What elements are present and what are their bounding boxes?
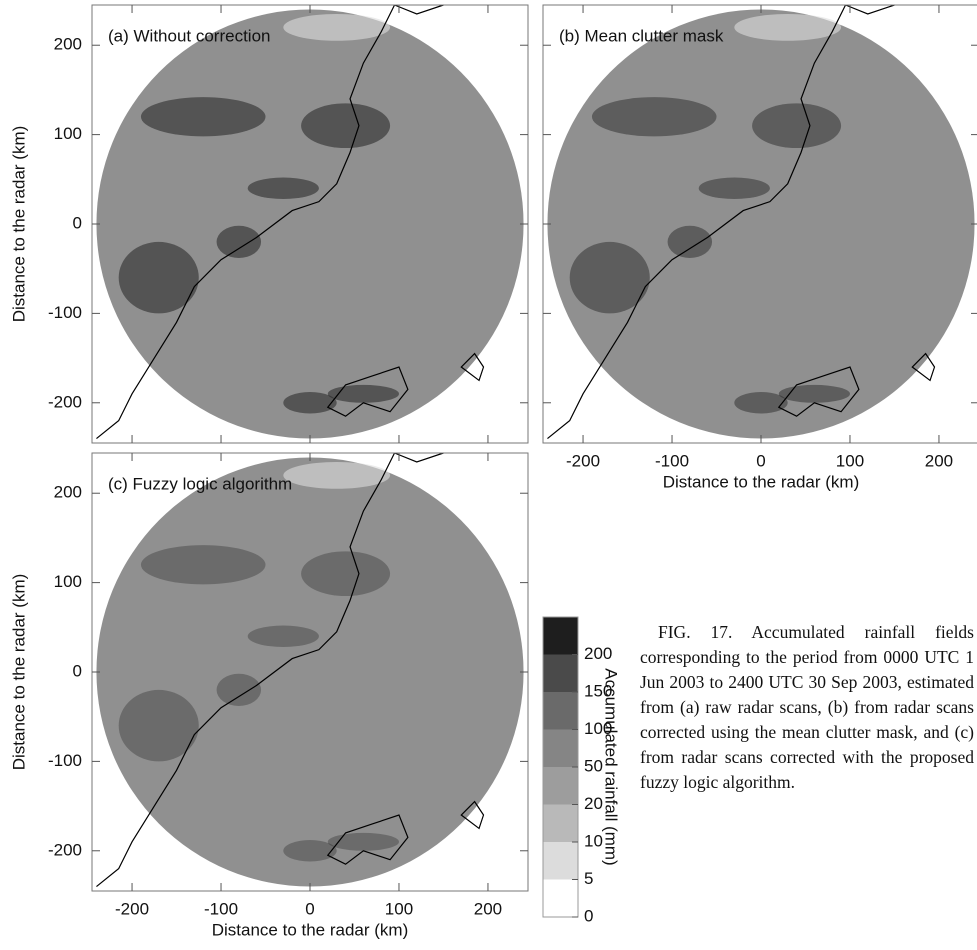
y-tick-label: 0 xyxy=(73,661,82,680)
colorbar-tick-label: 20 xyxy=(584,794,603,813)
y-tick-label: 200 xyxy=(54,35,82,54)
colorbar-box xyxy=(543,805,578,843)
caption-label: FIG. 17. xyxy=(658,622,732,642)
colorbar-tick-label: 10 xyxy=(584,831,603,850)
rain-area xyxy=(141,545,266,584)
coastline xyxy=(395,453,444,462)
y-axis-label: Distance to the radar (km) xyxy=(9,126,28,323)
coastline xyxy=(846,5,895,14)
colorbar-box xyxy=(543,617,578,655)
rain-area xyxy=(699,178,770,199)
radar-field xyxy=(547,9,974,438)
page: (a) Without correction-200-1000100200Dis… xyxy=(0,0,977,945)
colorbar-box xyxy=(543,692,578,730)
x-tick-label: -100 xyxy=(655,451,689,470)
colorbar-box xyxy=(543,842,578,880)
panel-label: (b) Mean clutter mask xyxy=(559,26,724,45)
x-axis-label: Distance to the radar (km) xyxy=(663,472,860,491)
y-tick-label: -200 xyxy=(48,392,82,411)
radar-map xyxy=(96,453,523,887)
colorbar-tick-label: 0 xyxy=(584,906,593,925)
x-tick-label: 200 xyxy=(474,899,502,918)
colorbar-tick-label: 50 xyxy=(584,756,603,775)
rain-area xyxy=(248,178,319,199)
rain-area xyxy=(668,226,712,258)
colorbar-tick-label: 5 xyxy=(584,869,593,888)
y-tick-label: -200 xyxy=(48,840,82,859)
x-tick-label: -200 xyxy=(115,899,149,918)
light-area xyxy=(734,14,841,41)
rain-area xyxy=(301,551,390,596)
rain-area xyxy=(141,97,266,136)
rain-area xyxy=(752,103,841,148)
x-tick-label: 100 xyxy=(385,899,413,918)
colorbar-tick-label: 200 xyxy=(584,644,612,663)
coastline xyxy=(395,5,444,14)
x-tick-label: -100 xyxy=(204,899,238,918)
radar-field xyxy=(96,9,523,438)
panel-label: (a) Without correction xyxy=(108,26,271,45)
x-tick-label: 100 xyxy=(836,451,864,470)
rain-area xyxy=(217,674,261,706)
radar-map xyxy=(96,5,523,439)
y-tick-label: 100 xyxy=(54,124,82,143)
y-axis-label: Distance to the radar (km) xyxy=(9,574,28,771)
figure: (a) Without correction-200-1000100200Dis… xyxy=(0,0,977,945)
y-tick-label: -100 xyxy=(48,751,82,770)
colorbar-box xyxy=(543,767,578,805)
light-area xyxy=(283,14,390,41)
x-tick-label: 0 xyxy=(756,451,765,470)
x-tick-label: 200 xyxy=(925,451,953,470)
colorbar-box xyxy=(543,730,578,768)
x-tick-label: 0 xyxy=(305,899,314,918)
y-tick-label: 200 xyxy=(54,483,82,502)
panel-label: (c) Fuzzy logic algorithm xyxy=(108,474,292,493)
colorbar-box xyxy=(543,880,578,918)
rain-area xyxy=(301,103,390,148)
y-tick-label: -100 xyxy=(48,303,82,322)
caption-text: Accumulated rainfall fields correspondin… xyxy=(640,622,974,792)
x-axis-label: Distance to the radar (km) xyxy=(212,920,409,939)
radar-field xyxy=(96,457,523,886)
light-area xyxy=(283,462,390,489)
rain-area xyxy=(217,226,261,258)
colorbar-box xyxy=(543,655,578,693)
caption: FIG. 17. Accumulated rainfall fields cor… xyxy=(640,620,974,795)
rain-area xyxy=(592,97,717,136)
y-tick-label: 100 xyxy=(54,572,82,591)
x-tick-label: -200 xyxy=(566,451,600,470)
rain-area xyxy=(248,626,319,647)
radar-map xyxy=(547,5,974,439)
y-tick-label: 0 xyxy=(73,213,82,232)
colorbar-label: Accumulated rainfall (mm) xyxy=(602,668,621,865)
